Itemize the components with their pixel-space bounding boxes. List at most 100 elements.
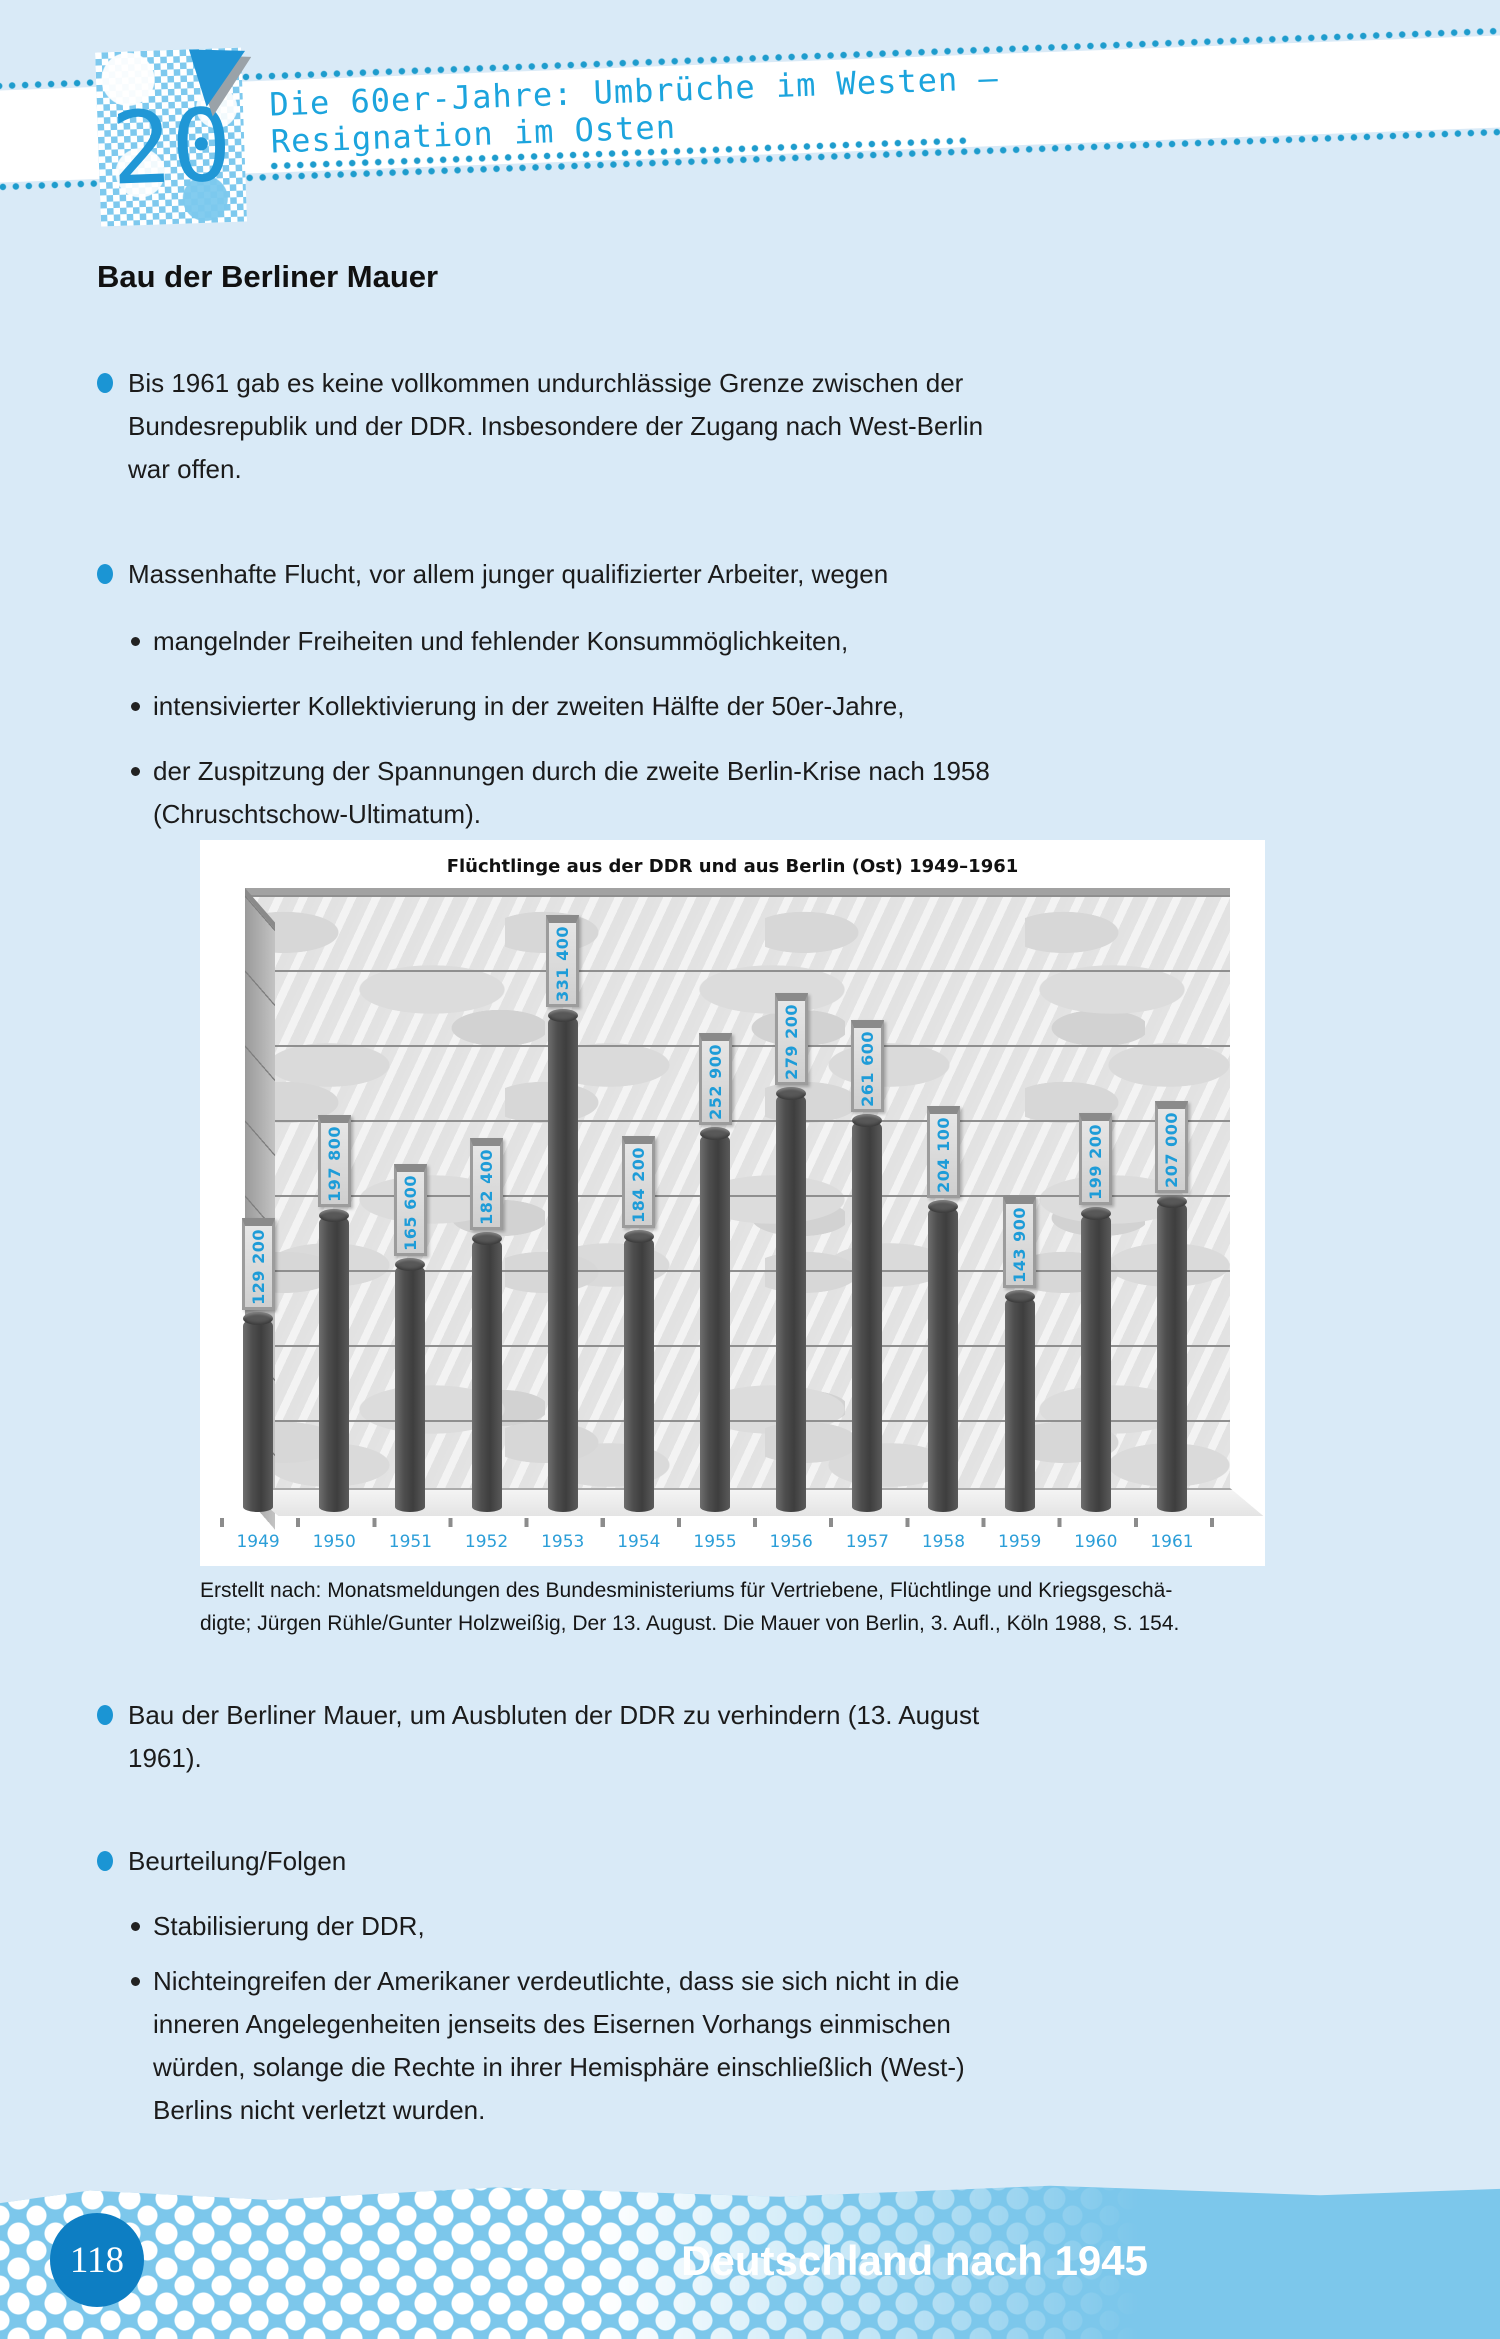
bar [623, 1230, 654, 1512]
bar [852, 1114, 883, 1512]
chapter-badge: 20 [95, 48, 247, 227]
bar [547, 1009, 578, 1512]
x-axis-labels: 1949 1950 1951 1952 1953 1954 1955 1956 1957 1958… [220, 1532, 1210, 1552]
bar-column: 143 900 [982, 1196, 1058, 1512]
bar [471, 1232, 502, 1512]
page-title: Bau der Berliner Mauer [97, 259, 439, 294]
bar-value-label: 279 200 [781, 1003, 801, 1080]
bar-value-label: 182 400 [477, 1148, 497, 1225]
bar-value-label: 331 400 [553, 925, 573, 1002]
page-number-badge: 118 [50, 2213, 144, 2307]
bar-value-plaque: 129 200 [241, 1218, 275, 1310]
bar-value-label: 143 900 [1010, 1206, 1030, 1283]
sub-bullet-icon [131, 1977, 140, 1986]
chart-source-caption: Erstellt nach: Monatsmeldungen des Bunde… [200, 1579, 1180, 1635]
bar-value-label: 199 200 [1086, 1123, 1106, 1200]
bar-column: 261 600 [829, 1020, 905, 1512]
bullet-icon [97, 1705, 113, 1725]
bar [928, 1200, 959, 1512]
bar [776, 1087, 807, 1512]
x-axis-tick-label: 1950 [312, 1532, 356, 1552]
chart-bars: 129 200 197 800 165 600 182 400 331 400 184 2… [220, 872, 1210, 1512]
bullet-text: Stabilisierung der DDR, [153, 1911, 425, 1941]
bar [395, 1258, 426, 1512]
bar [319, 1209, 350, 1512]
x-axis-tick-label: 1958 [921, 1532, 966, 1552]
bar-value-plaque: 199 200 [1079, 1113, 1113, 1205]
bar-value-plaque: 204 100 [926, 1106, 960, 1198]
bullet-text: Massenhafte Flucht, vor allem junger qua… [128, 559, 889, 589]
x-axis-ticks [220, 1518, 1225, 1527]
bar-value-plaque: 252 900 [698, 1033, 732, 1125]
chart-title: Flüchtlinge aus der DDR und aus Berlin (… [446, 856, 1019, 877]
bullet-item: Beurteilung/Folgen [97, 1840, 1400, 1883]
bar-value-plaque: 279 200 [774, 993, 808, 1085]
bar [1080, 1207, 1111, 1512]
sub-bullet-icon [131, 767, 140, 776]
sub-bullet-item: Nichteingreifen der Amerikaner verdeutli… [131, 1960, 1400, 2132]
bar-value-label: 204 100 [933, 1116, 953, 1193]
bar-value-plaque: 261 600 [850, 1020, 884, 1112]
bullet-icon [97, 373, 113, 393]
bullet-text: mangelnder Freiheiten und fehlender Kons… [153, 626, 849, 656]
bullet-icon [97, 564, 113, 584]
bar-value-label: 129 200 [248, 1228, 268, 1305]
sub-bullet-icon [131, 702, 140, 711]
sub-bullet-item: der Zuspitzung der Spannungen durch die … [131, 750, 1400, 836]
chart-figure: Flüchtlinge aus der DDR und aus Berlin (… [200, 840, 1265, 1566]
bar-column: 184 200 [601, 1136, 677, 1512]
x-axis-tick-label: 1961 [1150, 1532, 1194, 1552]
bar-value-plaque: 197 800 [317, 1115, 351, 1207]
bar-value-label: 252 900 [705, 1043, 725, 1120]
bar-value-plaque: 143 900 [1003, 1196, 1037, 1288]
section-title: Deutschland nach 1945 [681, 2237, 1148, 2284]
bullet-text: intensivierter Kollektivierung in der zw… [153, 691, 905, 721]
bar-value-label: 197 800 [324, 1125, 344, 1202]
bullet-icon [97, 1851, 113, 1871]
sub-bullet-icon [131, 637, 140, 646]
page-number: 118 [69, 2239, 125, 2281]
bar-value-plaque: 331 400 [546, 915, 580, 1007]
bullet-text: der Zuspitzung der Spannungen durch die … [153, 756, 990, 829]
bar-value-plaque: 165 600 [393, 1164, 427, 1256]
x-axis-tick-label: 1951 [388, 1532, 433, 1552]
bar [700, 1127, 731, 1512]
bar-column: 279 200 [753, 993, 829, 1512]
bar-column: 165 600 [372, 1164, 448, 1512]
x-axis-tick-label: 1955 [693, 1532, 737, 1552]
bullet-text: Nichteingreifen der Amerikaner verdeutli… [153, 1966, 965, 2125]
page-content: Bau der Berliner Mauer Bis 1961 gab es k… [0, 258, 1500, 2132]
bar-value-label: 261 600 [857, 1030, 877, 1107]
bar-column: 252 900 [677, 1033, 753, 1512]
bar-column: 204 100 [905, 1106, 981, 1512]
sub-bullet-item: intensivierter Kollektivierung in der zw… [131, 685, 1400, 728]
sub-bullet-item: Stabilisierung der DDR, [131, 1905, 1400, 1948]
x-axis-tick-label: 1957 [845, 1532, 889, 1552]
bar [243, 1312, 274, 1512]
bullet-text: Beurteilung/Folgen [128, 1846, 347, 1876]
x-axis-tick-label: 1960 [1074, 1532, 1118, 1552]
bullet-item: Massenhafte Flucht, vor allem junger qua… [97, 553, 1400, 596]
bar-column: 331 400 [525, 915, 601, 1512]
bullet-item: Bis 1961 gab es keine vollkommen undurch… [97, 362, 1400, 491]
x-axis-tick-label: 1949 [236, 1532, 280, 1552]
bullet-text: Bis 1961 gab es keine vollkommen undurch… [128, 368, 984, 484]
sub-bullet-icon [131, 1922, 140, 1931]
bar-value-label: 184 200 [629, 1146, 649, 1223]
x-axis-tick-label: 1956 [769, 1532, 813, 1552]
bar-value-label: 207 000 [1162, 1111, 1182, 1188]
bar-value-plaque: 184 200 [622, 1136, 656, 1228]
bar [1156, 1195, 1187, 1512]
halftone-dots-band [0, 2185, 1500, 2339]
bullet-text: Bau der Berliner Mauer, um Ausbluten der… [128, 1700, 980, 1773]
bar-column: 129 200 [220, 1218, 296, 1512]
bar-column: 207 000 [1134, 1101, 1210, 1512]
bar [1004, 1290, 1035, 1512]
x-axis-tick-label: 1954 [617, 1532, 661, 1552]
bar-column: 197 800 [296, 1115, 372, 1512]
sub-bullet-item: mangelnder Freiheiten und fehlender Kons… [131, 620, 1400, 663]
bar-value-plaque: 207 000 [1155, 1101, 1189, 1193]
bar-column: 199 200 [1058, 1113, 1134, 1512]
bar-value-label: 165 600 [400, 1174, 420, 1251]
